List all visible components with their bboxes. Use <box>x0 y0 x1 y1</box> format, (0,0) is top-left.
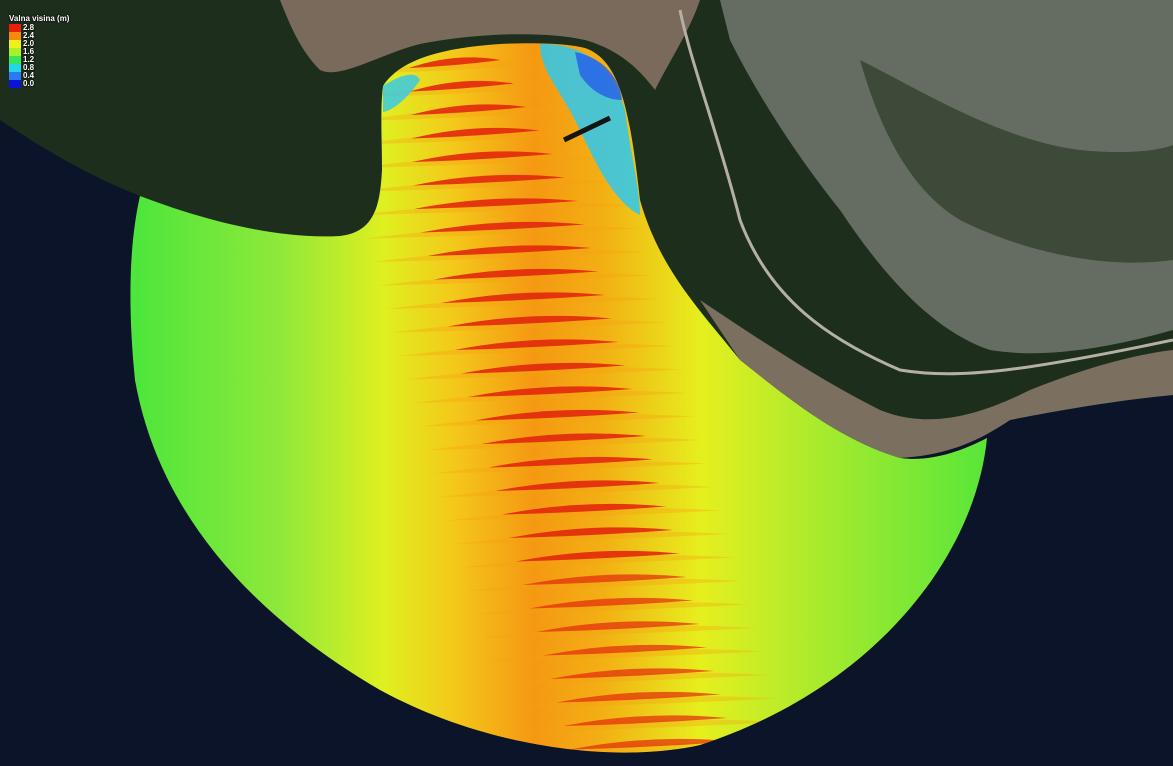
wave-crest-halo <box>420 414 694 427</box>
wave-crest-halo <box>494 672 769 685</box>
wave-crest-band <box>536 621 701 632</box>
legend-label: 1.6 <box>23 47 35 56</box>
wave-crest-halo <box>356 132 595 145</box>
town-area <box>700 300 1173 458</box>
calm-zone-inner <box>575 52 622 100</box>
wave-crest-band <box>413 198 578 209</box>
wave-crest-band <box>509 527 673 538</box>
legend-swatch <box>9 48 21 56</box>
wave-crest-halo <box>474 602 749 615</box>
legend-label: 0.8 <box>23 63 35 72</box>
wave-crest-band <box>570 738 735 750</box>
wave-crest-band <box>556 691 721 703</box>
town-area-north <box>280 0 700 90</box>
legend-row: 2.8 <box>9 24 69 32</box>
wave-crest-halo <box>454 531 728 544</box>
legend-label: 0.0 <box>23 79 35 88</box>
wave-crest-halo <box>392 320 667 333</box>
wave-crest-halo <box>358 179 620 192</box>
breakwater <box>562 115 612 143</box>
wave-crest-halo <box>501 696 776 709</box>
wave-crest-halo <box>386 296 660 309</box>
wave-crest-halo <box>357 155 608 168</box>
wave-crest-band <box>563 715 728 726</box>
wave-crest-band <box>411 127 540 139</box>
legend-swatch <box>9 80 21 88</box>
wave-crest-band <box>441 292 605 303</box>
wave-crest-halo <box>372 249 647 262</box>
wave-crest-halo <box>488 649 762 662</box>
legend-swatch <box>9 72 21 80</box>
wave-crest-band <box>434 268 599 280</box>
wave-crest-band <box>409 80 514 92</box>
wave-crest-band <box>475 409 639 421</box>
wave-crest-band <box>461 362 626 374</box>
wave-crest-band <box>468 386 633 397</box>
wave-crest-band <box>409 57 501 68</box>
calm-zone-west <box>383 74 420 112</box>
legend-swatch <box>9 24 21 32</box>
wave-crest-halo <box>508 719 783 732</box>
wave-crest-halo <box>355 108 582 121</box>
wave-crest-halo <box>406 367 681 380</box>
wave-crest-halo <box>413 390 688 403</box>
wave-crest-band <box>549 668 714 679</box>
legend-row: 2.4 <box>9 32 69 40</box>
wave-crest-band <box>529 597 694 609</box>
wave-crest-band <box>481 433 646 444</box>
coastal-road <box>678 9 1173 376</box>
wave-crest-halo <box>440 484 715 497</box>
legend-swatch <box>9 32 21 40</box>
wave-crest-band <box>413 174 565 186</box>
wave-crest-band <box>410 104 527 115</box>
wave-crest-halo <box>481 625 756 638</box>
wave-crest-band <box>427 245 592 256</box>
legend-title: Valna visina (m) <box>9 14 70 23</box>
legend-label: 0.4 <box>23 71 35 80</box>
legend-row: 0.0 <box>9 80 69 88</box>
wave-crest-band <box>495 480 660 491</box>
wave-crest-halo <box>447 508 722 521</box>
legend-label: 2.4 <box>23 31 35 40</box>
legend-label: 2.0 <box>23 39 35 48</box>
wave-crest-halo <box>460 555 735 568</box>
wave-crest-halo <box>433 461 708 474</box>
legend-swatch <box>9 64 21 72</box>
wave-crest-halo <box>467 578 742 591</box>
legend-row: 1.2 <box>9 56 69 64</box>
wave-crest-halo <box>399 343 674 356</box>
wave-crest-halo <box>426 437 701 450</box>
legend-label: 1.2 <box>23 55 35 64</box>
wave-crest-halo <box>358 202 633 215</box>
legend-label: 2.8 <box>23 23 35 32</box>
wave-crest-band <box>447 315 612 327</box>
legend-row: 1.6 <box>9 48 69 56</box>
legend-row: 0.8 <box>9 64 69 72</box>
wave-crest-band <box>515 550 680 562</box>
wave-crest-halo <box>354 61 556 74</box>
wave-crest-band <box>420 221 585 233</box>
wave-crest-band <box>522 574 687 585</box>
legend-swatch <box>9 40 21 48</box>
wave-crest-band <box>454 339 619 350</box>
wave-crest-band <box>488 456 653 468</box>
wave-crest-band <box>502 503 667 515</box>
legend-swatch <box>9 56 21 64</box>
legend-row: 0.4 <box>9 72 69 80</box>
wave-crest-band <box>543 644 707 656</box>
legend-row: 2.0 <box>9 40 69 48</box>
legend-rows: 2.8 2.4 2.0 1.6 1.2 0.8 0.4 0.0 <box>9 24 69 88</box>
wave-crest-halo <box>379 273 654 286</box>
color-legend: Valna visina (m) 2.8 2.4 2.0 1.6 1.2 0.8 0.4 0.… <box>9 13 69 88</box>
wave-crest-halo <box>365 226 640 239</box>
hillside-terrain-shade <box>860 60 1173 263</box>
wave-crest-band <box>412 151 553 162</box>
